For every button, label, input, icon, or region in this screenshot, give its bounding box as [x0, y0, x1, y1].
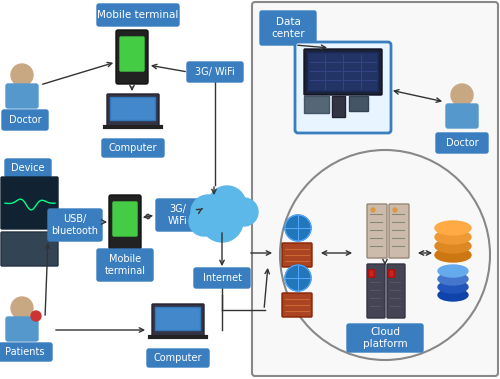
FancyBboxPatch shape [97, 249, 153, 281]
FancyBboxPatch shape [350, 97, 368, 111]
FancyBboxPatch shape [187, 62, 243, 82]
Text: Device: Device [11, 163, 45, 173]
FancyBboxPatch shape [389, 204, 409, 258]
FancyBboxPatch shape [2, 110, 48, 130]
FancyBboxPatch shape [368, 270, 374, 277]
Circle shape [191, 195, 225, 229]
FancyBboxPatch shape [367, 204, 387, 258]
Circle shape [31, 311, 41, 321]
FancyBboxPatch shape [1, 177, 58, 229]
FancyBboxPatch shape [367, 264, 385, 318]
FancyBboxPatch shape [446, 104, 478, 128]
FancyBboxPatch shape [387, 264, 405, 318]
Text: Cloud
platform: Cloud platform [362, 327, 408, 349]
FancyBboxPatch shape [156, 199, 200, 231]
FancyBboxPatch shape [282, 243, 312, 267]
Circle shape [285, 265, 311, 291]
Circle shape [451, 84, 473, 106]
FancyBboxPatch shape [332, 97, 345, 117]
Text: 3G/ WiFi: 3G/ WiFi [195, 67, 235, 77]
Ellipse shape [435, 239, 471, 253]
FancyBboxPatch shape [113, 202, 137, 236]
Text: 3G/
WiFi: 3G/ WiFi [168, 204, 188, 226]
Text: Doctor: Doctor [8, 115, 42, 125]
FancyBboxPatch shape [1, 232, 58, 266]
Circle shape [230, 198, 258, 226]
Text: Patients: Patients [5, 347, 45, 357]
Text: Computer: Computer [154, 353, 202, 363]
FancyBboxPatch shape [6, 317, 38, 341]
Circle shape [208, 186, 246, 224]
Circle shape [189, 206, 219, 236]
Ellipse shape [435, 230, 471, 244]
Circle shape [371, 208, 375, 212]
Ellipse shape [438, 289, 468, 301]
FancyBboxPatch shape [436, 133, 488, 153]
FancyBboxPatch shape [304, 97, 330, 113]
FancyBboxPatch shape [304, 49, 382, 95]
Circle shape [11, 297, 33, 319]
Circle shape [201, 200, 243, 242]
FancyBboxPatch shape [97, 4, 179, 26]
FancyBboxPatch shape [120, 37, 144, 71]
FancyBboxPatch shape [102, 139, 164, 157]
FancyBboxPatch shape [388, 270, 394, 277]
FancyBboxPatch shape [308, 53, 378, 91]
Text: Doctor: Doctor [446, 138, 478, 148]
Text: Mobile terminal: Mobile terminal [98, 10, 178, 20]
FancyBboxPatch shape [6, 84, 38, 108]
Ellipse shape [438, 281, 468, 293]
FancyBboxPatch shape [107, 94, 159, 128]
Ellipse shape [438, 265, 468, 277]
Text: USB/
bluetooth: USB/ bluetooth [52, 214, 98, 236]
Text: Data
center: Data center [271, 17, 305, 39]
FancyBboxPatch shape [260, 11, 316, 45]
FancyBboxPatch shape [156, 307, 200, 330]
FancyBboxPatch shape [282, 293, 312, 317]
Circle shape [393, 208, 397, 212]
Circle shape [11, 64, 33, 86]
FancyBboxPatch shape [116, 30, 148, 84]
Circle shape [285, 215, 311, 241]
Text: Computer: Computer [109, 143, 157, 153]
FancyBboxPatch shape [347, 324, 423, 352]
FancyBboxPatch shape [147, 349, 209, 367]
Text: Mobile
terminal: Mobile terminal [104, 254, 146, 276]
FancyBboxPatch shape [0, 343, 52, 361]
FancyBboxPatch shape [252, 2, 498, 376]
FancyBboxPatch shape [194, 268, 250, 288]
Text: Internet: Internet [202, 273, 241, 283]
FancyBboxPatch shape [5, 159, 51, 177]
FancyBboxPatch shape [152, 304, 204, 338]
Ellipse shape [435, 221, 471, 235]
FancyBboxPatch shape [110, 97, 156, 121]
FancyBboxPatch shape [48, 209, 102, 241]
Ellipse shape [438, 273, 468, 285]
FancyBboxPatch shape [109, 195, 141, 249]
Ellipse shape [435, 248, 471, 262]
FancyBboxPatch shape [295, 42, 391, 133]
